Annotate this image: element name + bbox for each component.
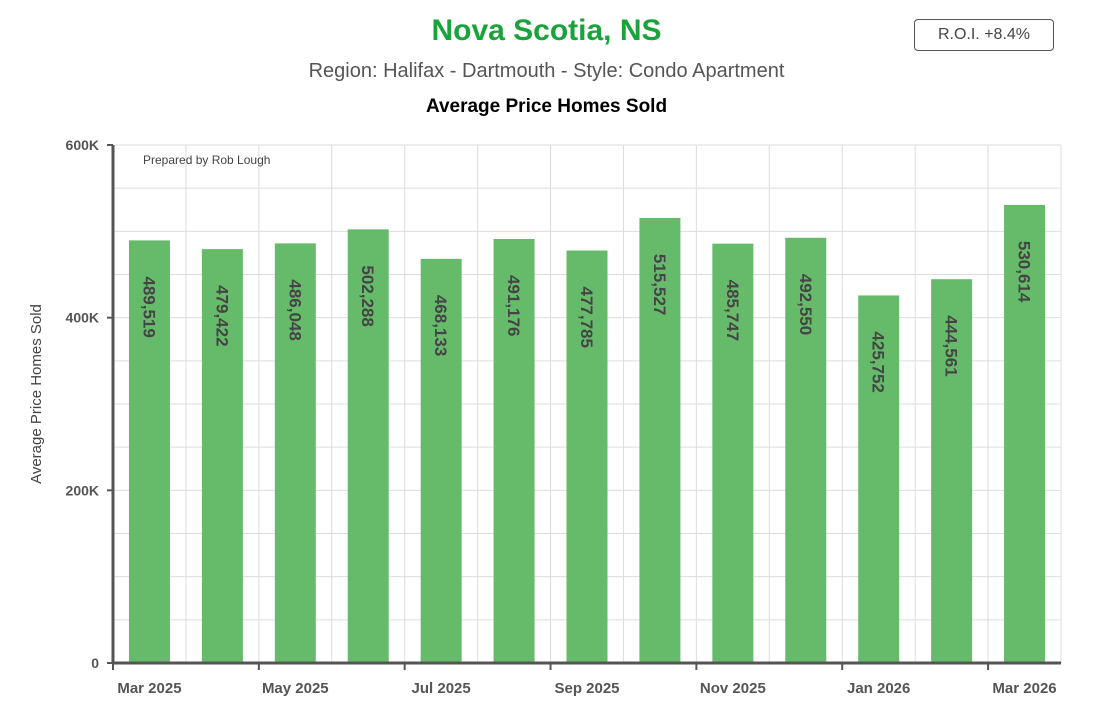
data-label-10: 425,752 [869,331,888,392]
bar-5 [493,238,535,663]
data-label-5: 491,176 [504,275,523,336]
y-tick-label: 200K [66,482,99,498]
y-axis-title: Average Price Homes Sold [28,304,45,484]
data-label-12: 530,614 [1015,241,1034,303]
bar-0 [128,240,170,663]
x-tick-label: Jul 2025 [412,680,471,697]
bar-3 [347,229,389,663]
x-tick-label: May 2025 [262,680,329,697]
bar-4 [420,258,462,663]
bar-9 [785,237,827,663]
bar-8 [712,243,754,663]
bar-7 [639,217,681,664]
y-tick-label: 400K [66,310,99,326]
chart-bars [128,204,1046,664]
bar-11 [931,279,973,663]
y-tick-label: 0 [91,655,99,671]
data-label-3: 502,288 [358,265,377,326]
x-tick-label: Sep 2025 [554,680,619,697]
y-tick-label: 600K [66,137,99,153]
bar-12 [1004,204,1046,663]
data-label-2: 486,048 [285,279,304,340]
chart-annotation: Prepared by Rob Lough [143,153,270,167]
bar-6 [566,250,608,664]
data-label-9: 492,550 [796,274,815,335]
x-tick-label: Mar 2025 [117,680,181,697]
bar-2 [274,243,316,664]
chart-labels: 0 200K 400K 600K Mar 2025 May 2025 Jul 2025 Sep… [28,137,1057,697]
data-label-0: 489,519 [139,276,158,337]
page-subtitle: Region: Halifax - Dartmouth - Style: Con… [308,60,785,82]
data-label-7: 515,527 [650,254,669,315]
data-label-11: 444,561 [942,315,961,376]
roi-badge[interactable]: R.O.I. +8.4% [914,19,1054,51]
bar-10 [858,295,900,663]
page-title: Nova Scotia, NS [431,14,662,47]
data-label-8: 485,747 [723,280,742,341]
chart-title: Average Price Homes Sold [425,96,668,117]
x-tick-label: Mar 2026 [992,680,1056,697]
data-label-1: 479,422 [212,285,231,346]
x-tick-label: Nov 2025 [700,680,766,697]
data-label-6: 477,785 [577,287,596,348]
x-tick-label: Jan 2026 [847,680,910,697]
data-label-4: 468,133 [431,295,450,356]
chart-axes [107,144,1061,670]
bar-1 [201,249,243,663]
